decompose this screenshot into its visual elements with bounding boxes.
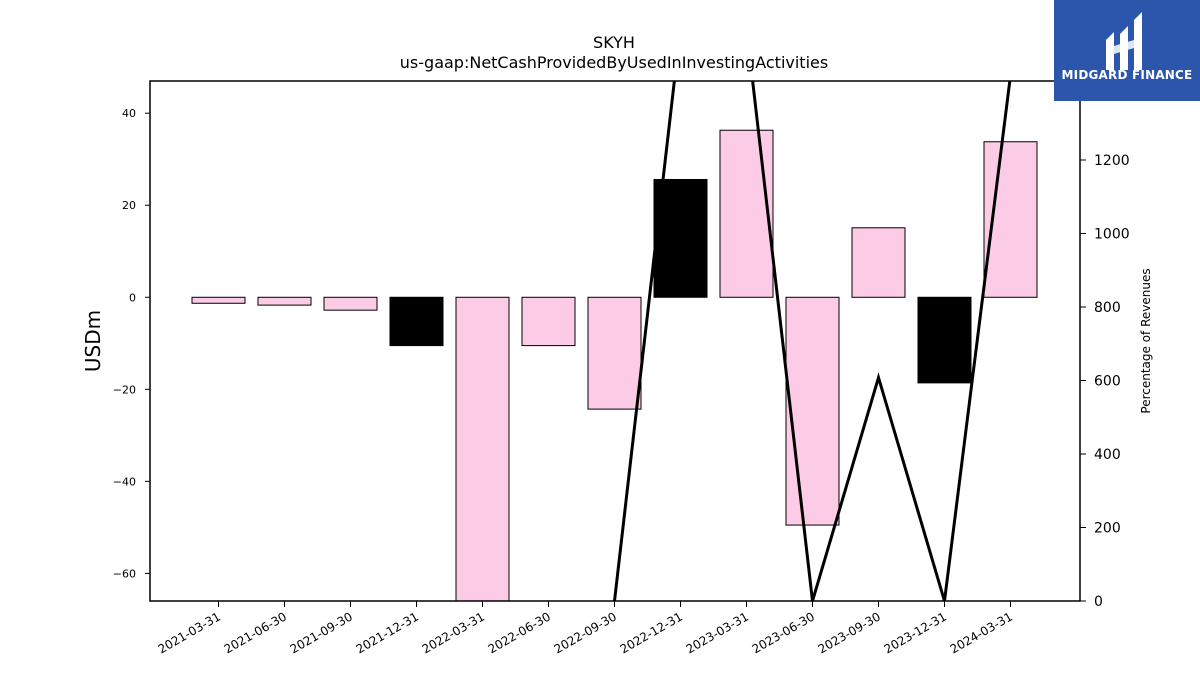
x-tick-label: 2021-06-30 [222, 609, 289, 656]
bar-2022-06-30 [521, 296, 576, 347]
x-tick-label: 2023-09-30 [816, 609, 883, 656]
chart-title: SKYH [593, 33, 635, 52]
logo-mark-icon [1054, 0, 1200, 101]
bar-2021-12-31 [389, 296, 444, 347]
bar-2022-03-31 [455, 296, 510, 601]
x-tick-label: 2022-06-30 [486, 609, 553, 656]
x-tick-label: 2022-12-31 [618, 609, 685, 656]
bar-2021-09-30 [323, 296, 378, 311]
bar-2021-06-30 [257, 296, 312, 306]
y2-tick-label: 800 [1094, 300, 1121, 316]
bar-2023-09-30 [851, 227, 906, 298]
y2-axis-ticks: 1200 1000 800 600 400 200 0 [1080, 153, 1130, 610]
logo: MIDGARD FINANCE [1054, 0, 1200, 101]
bar-2021-03-31 [191, 296, 246, 304]
y2-tick-label: 600 [1094, 374, 1121, 390]
x-axis-ticks: 2021-03-312021-06-302021-09-302021-12-31… [156, 601, 1015, 656]
y-tick-label: 0 [129, 291, 136, 304]
bar-2023-03-31 [719, 129, 774, 298]
y-tick-label: 40 [122, 107, 136, 120]
y2-tick-label: 400 [1094, 447, 1121, 463]
x-tick-label: 2023-03-31 [684, 609, 751, 656]
x-tick-label: 2024-03-31 [948, 609, 1015, 656]
y-axis-ticks: 40 20 0 −20 −40 −60 [113, 107, 150, 580]
bar-2022-12-31 [653, 178, 708, 298]
bar-2022-09-30 [587, 296, 642, 410]
y2-axis-label: Percentage of Revenues [1139, 268, 1153, 413]
bar-2023-06-30 [785, 296, 840, 526]
y2-tick-label: 1000 [1094, 227, 1130, 243]
x-tick-label: 2021-09-30 [288, 609, 355, 656]
x-tick-label: 2022-03-31 [420, 609, 487, 656]
y-tick-label: −60 [113, 567, 136, 580]
x-tick-label: 2023-06-30 [750, 609, 817, 656]
y-tick-label: 20 [122, 199, 136, 212]
x-tick-label: 2021-03-31 [156, 609, 223, 656]
bar-2023-12-31 [917, 296, 972, 384]
y2-tick-label: 200 [1094, 521, 1121, 537]
y2-tick-label: 1200 [1094, 153, 1130, 169]
y-tick-label: −20 [113, 383, 136, 396]
y-axis-label: USDm [81, 310, 105, 372]
bars-layer [191, 129, 1038, 601]
chart-subtitle: us-gaap:NetCashProvidedByUsedInInvesting… [400, 53, 828, 72]
y2-tick-label: 0 [1094, 594, 1103, 610]
logo-text: MIDGARD FINANCE [1061, 68, 1193, 82]
y-tick-label: −40 [113, 475, 136, 488]
x-tick-label: 2021-12-31 [354, 609, 421, 656]
x-tick-label: 2023-12-31 [882, 609, 949, 656]
x-tick-label: 2022-09-30 [552, 609, 619, 656]
